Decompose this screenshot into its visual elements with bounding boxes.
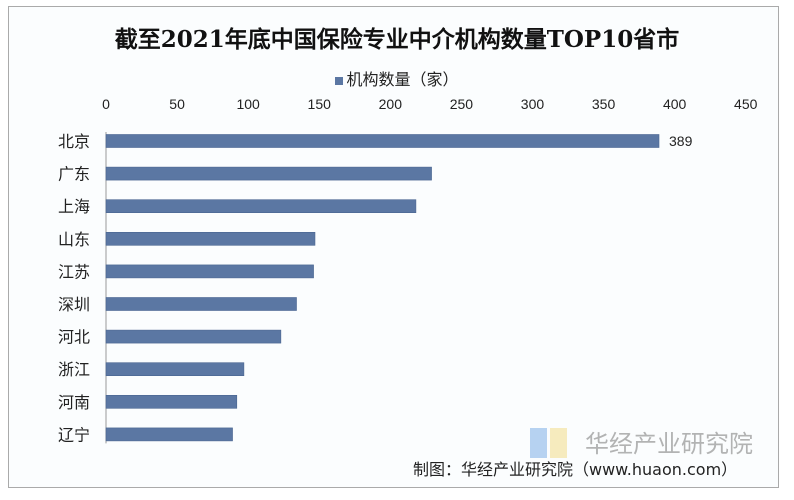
x-tick-label: 250 [450, 96, 474, 112]
x-tick-label: 300 [521, 96, 545, 112]
watermark-logo: 华经产业研究院 [530, 424, 770, 460]
bar [105, 362, 245, 377]
bar [105, 297, 297, 311]
category-label: 浙江 [58, 360, 90, 379]
legend: 机构数量（家） [0, 66, 794, 90]
bar [105, 134, 660, 148]
category-label: 广东 [58, 165, 90, 184]
bar [105, 199, 417, 213]
category-label: 江苏 [58, 262, 90, 281]
chart-title: 截至2021年底中国保险专业中介机构数量TOP10省市 [114, 26, 680, 53]
category-label: 山东 [58, 230, 90, 249]
bar [105, 394, 238, 409]
category-label: 河北 [58, 328, 90, 347]
category-label: 上海 [58, 197, 90, 216]
legend-label: 机构数量（家） [346, 70, 459, 89]
bar [105, 166, 432, 181]
bar [105, 329, 282, 344]
legend-swatch [335, 76, 344, 85]
x-tick-label: 0 [102, 96, 110, 112]
bar [105, 232, 316, 246]
x-tick-label: 100 [236, 96, 260, 112]
category-label: 河南 [58, 393, 90, 412]
x-tick-label: 400 [663, 96, 687, 112]
watermark-text: 华经产业研究院 [585, 430, 753, 458]
category-label: 北京 [58, 132, 90, 151]
bar [105, 427, 233, 442]
category-label: 辽宁 [58, 425, 90, 444]
x-tick-label: 150 [308, 96, 332, 112]
data-label: 389 [669, 133, 693, 149]
x-tick-label: 50 [169, 96, 185, 112]
bar [105, 264, 314, 279]
x-tick-label: 450 [734, 96, 758, 112]
x-tick-label: 350 [592, 96, 616, 112]
x-tick-label: 200 [379, 96, 403, 112]
source-note: 制图：华经产业研究院（www.huaon.com） [413, 460, 738, 479]
category-label: 深圳 [58, 295, 90, 314]
